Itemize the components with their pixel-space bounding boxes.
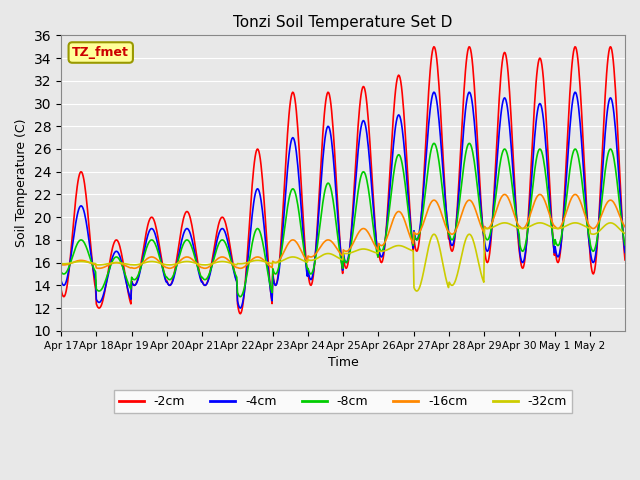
-32cm bbox=[621, 230, 629, 236]
-8cm bbox=[402, 187, 410, 193]
-8cm bbox=[124, 278, 131, 284]
-16cm bbox=[95, 265, 103, 271]
-4cm bbox=[256, 190, 264, 195]
-16cm bbox=[57, 262, 65, 267]
Line: -8cm: -8cm bbox=[61, 144, 625, 297]
-2cm bbox=[237, 311, 244, 317]
-16cm bbox=[256, 254, 264, 260]
Line: -2cm: -2cm bbox=[61, 47, 625, 314]
-8cm bbox=[430, 141, 438, 146]
-8cm bbox=[227, 257, 235, 263]
-2cm bbox=[277, 240, 285, 246]
-2cm bbox=[402, 141, 410, 147]
-32cm bbox=[500, 220, 508, 226]
-16cm bbox=[228, 261, 236, 266]
X-axis label: Time: Time bbox=[328, 356, 358, 369]
-16cm bbox=[124, 264, 132, 270]
-32cm bbox=[255, 258, 262, 264]
-4cm bbox=[430, 89, 438, 95]
Legend: -2cm, -4cm, -8cm, -16cm, -32cm: -2cm, -4cm, -8cm, -16cm, -32cm bbox=[114, 390, 572, 413]
-4cm bbox=[227, 254, 235, 260]
-4cm bbox=[435, 110, 442, 116]
-8cm bbox=[57, 269, 65, 275]
-32cm bbox=[57, 261, 65, 266]
-2cm bbox=[435, 72, 442, 78]
-4cm bbox=[124, 284, 131, 289]
-16cm bbox=[434, 201, 442, 206]
-16cm bbox=[277, 255, 285, 261]
-4cm bbox=[57, 277, 65, 283]
-8cm bbox=[237, 294, 244, 300]
Y-axis label: Soil Temperature (C): Soil Temperature (C) bbox=[15, 119, 28, 247]
-32cm bbox=[413, 288, 420, 294]
-8cm bbox=[277, 252, 285, 258]
-16cm bbox=[621, 224, 629, 229]
Title: Tonzi Soil Temperature Set D: Tonzi Soil Temperature Set D bbox=[234, 15, 452, 30]
-2cm bbox=[57, 286, 65, 292]
-2cm bbox=[124, 284, 131, 290]
-2cm bbox=[621, 257, 629, 263]
-2cm bbox=[430, 44, 438, 49]
-32cm bbox=[276, 259, 284, 264]
-4cm bbox=[237, 305, 244, 311]
-4cm bbox=[277, 251, 285, 256]
-16cm bbox=[402, 221, 410, 227]
Line: -4cm: -4cm bbox=[61, 92, 625, 308]
-4cm bbox=[621, 250, 629, 255]
-32cm bbox=[227, 260, 235, 266]
-8cm bbox=[621, 242, 629, 248]
Line: -16cm: -16cm bbox=[61, 194, 625, 268]
-2cm bbox=[227, 248, 235, 254]
-32cm bbox=[434, 237, 442, 242]
-4cm bbox=[402, 164, 410, 170]
Line: -32cm: -32cm bbox=[61, 223, 625, 291]
-32cm bbox=[124, 261, 131, 267]
-8cm bbox=[256, 228, 264, 234]
Text: TZ_fmet: TZ_fmet bbox=[72, 46, 129, 59]
-32cm bbox=[401, 244, 409, 250]
-2cm bbox=[256, 152, 264, 157]
-8cm bbox=[435, 154, 442, 160]
-16cm bbox=[500, 192, 508, 197]
